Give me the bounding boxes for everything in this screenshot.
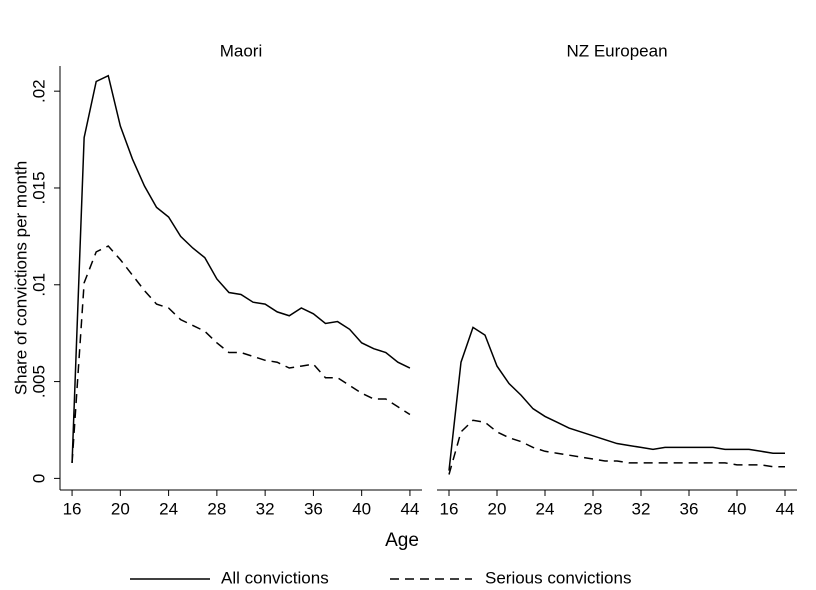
line-series (71, 74, 411, 463)
x-tick-label: 24 (159, 499, 178, 518)
x-tick-label: 16 (63, 499, 82, 518)
x-tick-label: 40 (352, 499, 371, 518)
y-tick-label: .005 (29, 365, 48, 398)
x-tick-label: 44 (400, 499, 419, 518)
y-tick-label: .01 (29, 273, 48, 297)
panel-title: Maori (220, 41, 263, 60)
line-series (71, 245, 411, 463)
y-tick-label: .02 (29, 79, 48, 103)
x-tick-label: 28 (207, 499, 226, 518)
y-tick-label: 0 (29, 474, 48, 483)
x-tick-label: 36 (304, 499, 323, 518)
x-tick-label: 20 (488, 499, 507, 518)
y-tick-label: .015 (29, 171, 48, 204)
x-tick-label: 24 (536, 499, 555, 518)
x-tick-label: 44 (776, 499, 795, 518)
x-tick-label: 32 (632, 499, 651, 518)
line-series (448, 419, 785, 475)
panel-title: NZ European (566, 41, 667, 60)
legend-label: All convictions (221, 568, 329, 587)
x-tick-label: 40 (728, 499, 747, 518)
line-series (448, 326, 785, 471)
legend-label: Serious convictions (485, 568, 631, 587)
x-tick-label: 28 (584, 499, 603, 518)
x-tick-label: 32 (256, 499, 275, 518)
x-axis-label: Age (385, 530, 419, 551)
x-tick-label: 20 (111, 499, 130, 518)
x-tick-label: 36 (680, 499, 699, 518)
x-tick-label: 16 (440, 499, 459, 518)
y-axis-label: Share of convictions per month (11, 161, 30, 395)
